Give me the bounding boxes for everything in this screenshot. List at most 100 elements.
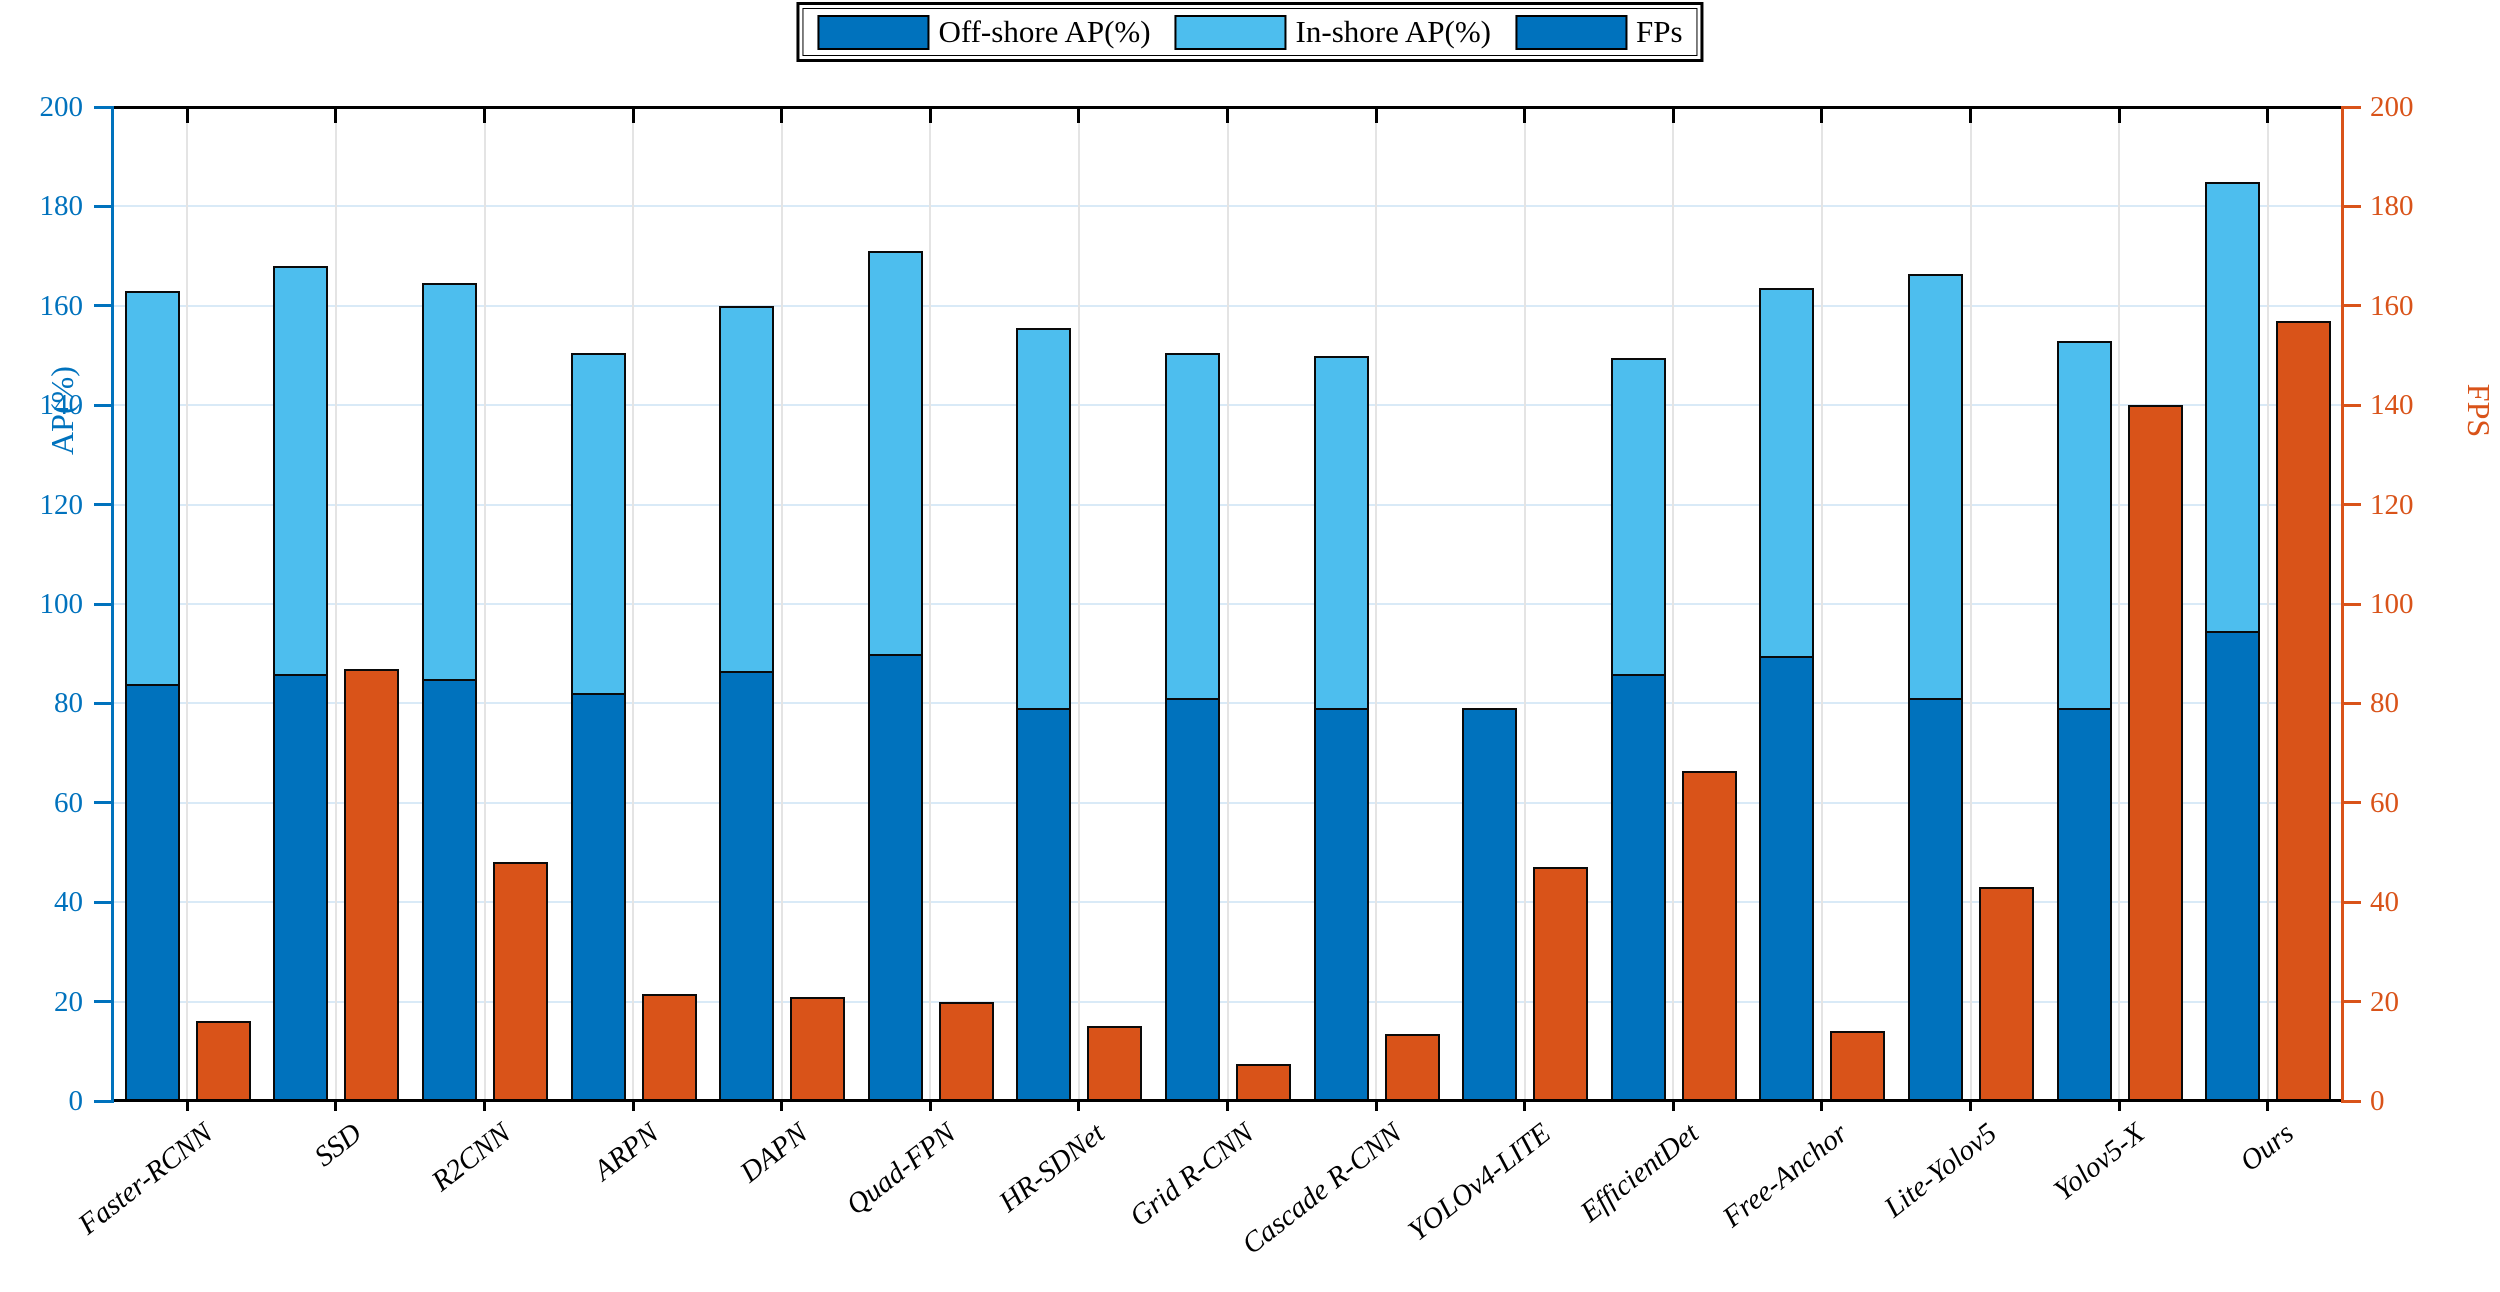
v-gridline — [1077, 107, 1080, 1101]
v-gridline — [186, 107, 189, 1101]
v-gridline — [1523, 107, 1526, 1101]
x-tick-top — [631, 107, 635, 123]
x-tick-top — [483, 107, 486, 123]
x-tick-label-Grid R-CNN: Grid R-CNN — [1123, 1117, 1260, 1233]
left-y-tick — [94, 701, 112, 705]
x-tick-top — [334, 107, 338, 123]
inshore-bar-Yolov5-X — [2056, 340, 2112, 709]
offshore-bar-Ours — [2205, 631, 2261, 1101]
left-y-tick-label: 120 — [39, 488, 84, 521]
axis-spine-left — [111, 106, 114, 1103]
fps-swatch-icon — [1514, 14, 1627, 50]
legend-label-offshore: Off-shore AP(%) — [938, 14, 1151, 49]
right-y-tick — [2343, 503, 2361, 507]
x-tick-label-R2CNN: R2CNN — [425, 1117, 517, 1198]
legend-label-inshore: In-shore AP(%) — [1295, 14, 1491, 49]
left-y-tick — [94, 1000, 112, 1004]
right-y-tick — [2343, 701, 2361, 705]
inshore-bar-HR-SDNet — [1016, 328, 1072, 709]
x-tick-top — [2266, 107, 2270, 123]
legend-item-offshore: Off-shore AP(%) — [817, 14, 1151, 50]
right-y-tick-label: 40 — [2370, 886, 2399, 919]
x-tick-label-Ours: Ours — [2233, 1117, 2300, 1178]
inshore-bar-SSD — [273, 266, 329, 674]
v-gridline — [334, 107, 337, 1101]
v-gridline — [1672, 107, 1675, 1101]
inshore-bar-Free-Anchor — [1759, 288, 1815, 657]
x-tick-label-Faster-RCNN: Faster-RCNN — [72, 1117, 219, 1242]
fps-bar-Lite-Yolov5 — [1979, 887, 2034, 1101]
x-tick-top — [185, 107, 189, 123]
right-y-tick-label: 120 — [2370, 488, 2414, 521]
inshore-swatch-icon — [1174, 14, 1287, 50]
plot-area — [113, 107, 2342, 1101]
right-y-tick — [2343, 204, 2361, 208]
v-gridline — [2266, 107, 2269, 1101]
right-y-tick — [2343, 1000, 2361, 1004]
fps-bar-YOLOv4-LITE — [1533, 867, 1589, 1101]
x-tick-bottom — [2117, 1101, 2121, 1111]
x-tick-label-YOLOv4-LITE: YOLOv4-LITE — [1402, 1117, 1557, 1248]
left-y-tick-label: 200 — [39, 91, 84, 123]
right-y-tick-label: 180 — [2370, 190, 2414, 223]
x-tick-bottom — [1226, 1101, 1229, 1111]
fps-bar-R2CNN — [493, 862, 548, 1101]
offshore-bar-ARPN — [570, 693, 626, 1101]
offshore-bar-DAPN — [719, 671, 775, 1101]
inshore-bar-ARPN — [570, 353, 626, 694]
x-tick-bottom — [1969, 1101, 1972, 1111]
offshore-bar-YOLOv4-LITE — [1462, 708, 1518, 1101]
v-gridline — [2118, 107, 2121, 1101]
x-tick-bottom — [185, 1101, 189, 1111]
left-y-tick — [94, 503, 112, 507]
x-tick-label-Yolov5-X: Yolov5-X — [2048, 1117, 2151, 1208]
fps-bar-SSD — [344, 668, 400, 1101]
x-tick-top — [2117, 107, 2121, 123]
right-axis-title: FPS — [2461, 383, 2498, 438]
right-y-tick — [2343, 900, 2361, 904]
fps-bar-EfficientDet — [1681, 770, 1737, 1101]
v-gridline — [483, 107, 486, 1101]
offshore-bar-Quad-FPN — [867, 653, 923, 1101]
x-tick-label-Free-Anchor: Free-Anchor — [1716, 1117, 1854, 1234]
x-tick-label-ARPN: ARPN — [587, 1117, 665, 1187]
x-tick-label-HR-SDNet: HR-SDNet — [993, 1117, 1111, 1219]
x-tick-bottom — [483, 1101, 486, 1111]
offshore-bar-Free-Anchor — [1759, 656, 1815, 1101]
x-tick-label-Quad-FPN: Quad-FPN — [840, 1117, 962, 1222]
left-y-tick-label: 60 — [54, 786, 83, 819]
offshore-bar-Lite-Yolov5 — [1908, 698, 1963, 1101]
offshore-bar-Grid R-CNN — [1165, 698, 1220, 1101]
right-y-tick-label: 60 — [2370, 786, 2399, 819]
x-tick-label-EfficientDet: EfficientDet — [1574, 1117, 1705, 1229]
x-tick-label-DAPN: DAPN — [734, 1117, 814, 1189]
inshore-bar-Quad-FPN — [867, 251, 923, 654]
offshore-bar-Faster-RCNN — [124, 683, 180, 1101]
right-y-tick — [2343, 304, 2361, 308]
fps-bar-Ours — [2276, 320, 2332, 1101]
inshore-bar-Ours — [2205, 181, 2261, 632]
x-tick-bottom — [780, 1101, 784, 1111]
fps-bar-HR-SDNet — [1087, 1026, 1143, 1101]
x-tick-top — [1969, 107, 1972, 123]
x-tick-bottom — [631, 1101, 635, 1111]
x-tick-top — [780, 107, 784, 123]
right-y-tick-label: 20 — [2370, 985, 2399, 1018]
v-gridline — [1969, 107, 1972, 1101]
x-tick-top — [1226, 107, 1229, 123]
fps-bar-Grid R-CNN — [1236, 1063, 1291, 1101]
inshore-bar-R2CNN — [422, 283, 477, 679]
right-y-tick-label: 0 — [2370, 1085, 2385, 1117]
right-y-tick — [2343, 1099, 2361, 1103]
inshore-bar-Grid R-CNN — [1165, 353, 1220, 699]
fps-bar-DAPN — [790, 996, 846, 1101]
left-y-tick-label: 160 — [39, 289, 84, 322]
right-y-tick-label: 100 — [2370, 588, 2414, 620]
x-tick-bottom — [2266, 1101, 2270, 1111]
x-tick-top — [1671, 107, 1675, 123]
x-tick-top — [1374, 107, 1378, 123]
legend-inner-border: Off-shore AP(%) In-shore AP(%) FPs — [802, 8, 1698, 56]
left-y-tick-label: 80 — [54, 687, 83, 720]
right-y-tick — [2343, 602, 2361, 606]
x-tick-top — [1820, 107, 1824, 123]
